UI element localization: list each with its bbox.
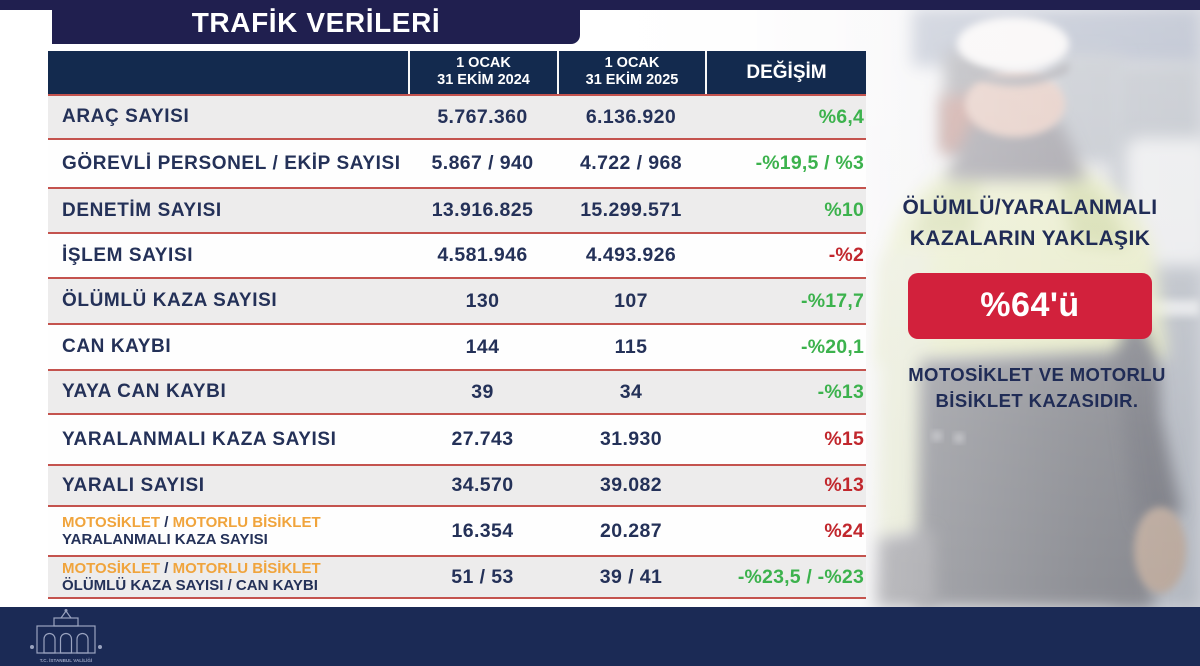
svg-text:T.C. İSTANBUL VALİLİĞİ: T.C. İSTANBUL VALİLİĞİ: [40, 656, 93, 663]
